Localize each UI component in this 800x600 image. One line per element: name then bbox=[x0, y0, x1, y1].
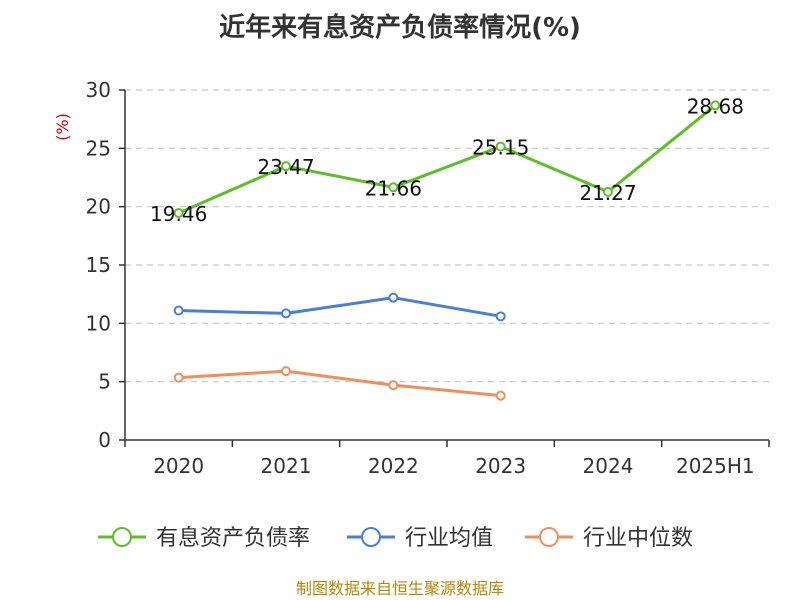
grid-lines bbox=[125, 89, 769, 383]
y-axis-unit: (%) bbox=[53, 113, 72, 141]
legend-swatch-marker bbox=[361, 527, 381, 547]
x-tick-label: 2021 bbox=[261, 454, 312, 478]
series-line bbox=[178, 369, 501, 398]
series-line bbox=[178, 104, 717, 215]
legend-swatch-marker bbox=[112, 527, 132, 547]
series-line bbox=[178, 296, 501, 318]
data-label: 21.66 bbox=[365, 176, 422, 200]
legend[interactable]: 有息资产负债率 行业均值 行业中位数 bbox=[98, 526, 693, 551]
series-0: 19.46 23.47 21.66 25.15 21.27 28.68 bbox=[150, 94, 744, 226]
x-tick-label: 2023 bbox=[475, 454, 526, 478]
series-1 bbox=[173, 292, 506, 322]
x-tick-label: 2022 bbox=[368, 454, 419, 478]
data-label: 28.68 bbox=[687, 94, 744, 118]
axes: 0 5 10 15 20 25 30 2020 2021 2022 2023 2024 2025H1 bbox=[86, 78, 770, 478]
data-point[interactable] bbox=[281, 308, 291, 319]
data-point[interactable] bbox=[495, 311, 506, 322]
data-point[interactable] bbox=[281, 161, 291, 172]
legend-item-1[interactable]: 行业均值 bbox=[347, 526, 493, 551]
data-point[interactable] bbox=[495, 141, 506, 152]
data-point[interactable] bbox=[388, 182, 399, 193]
data-point[interactable] bbox=[388, 292, 399, 303]
x-tick-label: 2020 bbox=[153, 454, 204, 478]
y-tick-label: 20 bbox=[86, 195, 111, 219]
x-tick-label: 2025H1 bbox=[676, 454, 755, 478]
data-label: 21.27 bbox=[579, 181, 636, 205]
data-label: 19.46 bbox=[150, 202, 207, 226]
data-point[interactable] bbox=[173, 305, 184, 316]
data-point[interactable] bbox=[710, 100, 721, 111]
legend-label: 行业均值 bbox=[405, 526, 493, 551]
data-point[interactable] bbox=[388, 380, 399, 391]
legend-item-2[interactable]: 行业中位数 bbox=[525, 526, 693, 551]
data-point[interactable] bbox=[603, 186, 613, 197]
legend-label: 行业中位数 bbox=[583, 526, 693, 551]
y-tick-label: 5 bbox=[98, 370, 111, 394]
data-point[interactable] bbox=[173, 372, 184, 383]
legend-item-0[interactable]: 有息资产负债率 bbox=[98, 526, 310, 551]
y-tick-label: 15 bbox=[86, 253, 111, 277]
data-label: 25.15 bbox=[472, 136, 529, 160]
legend-swatch-marker bbox=[539, 527, 559, 547]
data-point[interactable] bbox=[281, 366, 291, 377]
y-tick-label: 30 bbox=[86, 78, 111, 102]
data-point[interactable] bbox=[173, 207, 184, 218]
data-label: 23.47 bbox=[257, 155, 314, 179]
data-point[interactable] bbox=[495, 390, 506, 401]
series-2 bbox=[173, 366, 506, 401]
series-group: 19.46 23.47 21.66 25.15 21.27 28.68 bbox=[150, 94, 744, 401]
x-tick-label: 2024 bbox=[583, 454, 634, 478]
legend-label: 有息资产负债率 bbox=[156, 526, 310, 551]
y-tick-label: 0 bbox=[98, 428, 111, 452]
data-source: 制图数据来自恒生聚源数据库 bbox=[296, 579, 504, 598]
y-tick-label: 10 bbox=[86, 311, 111, 335]
y-tick-label: 25 bbox=[86, 136, 111, 160]
chart-title: 近年来有息资产负债率情况(%) bbox=[219, 12, 581, 43]
